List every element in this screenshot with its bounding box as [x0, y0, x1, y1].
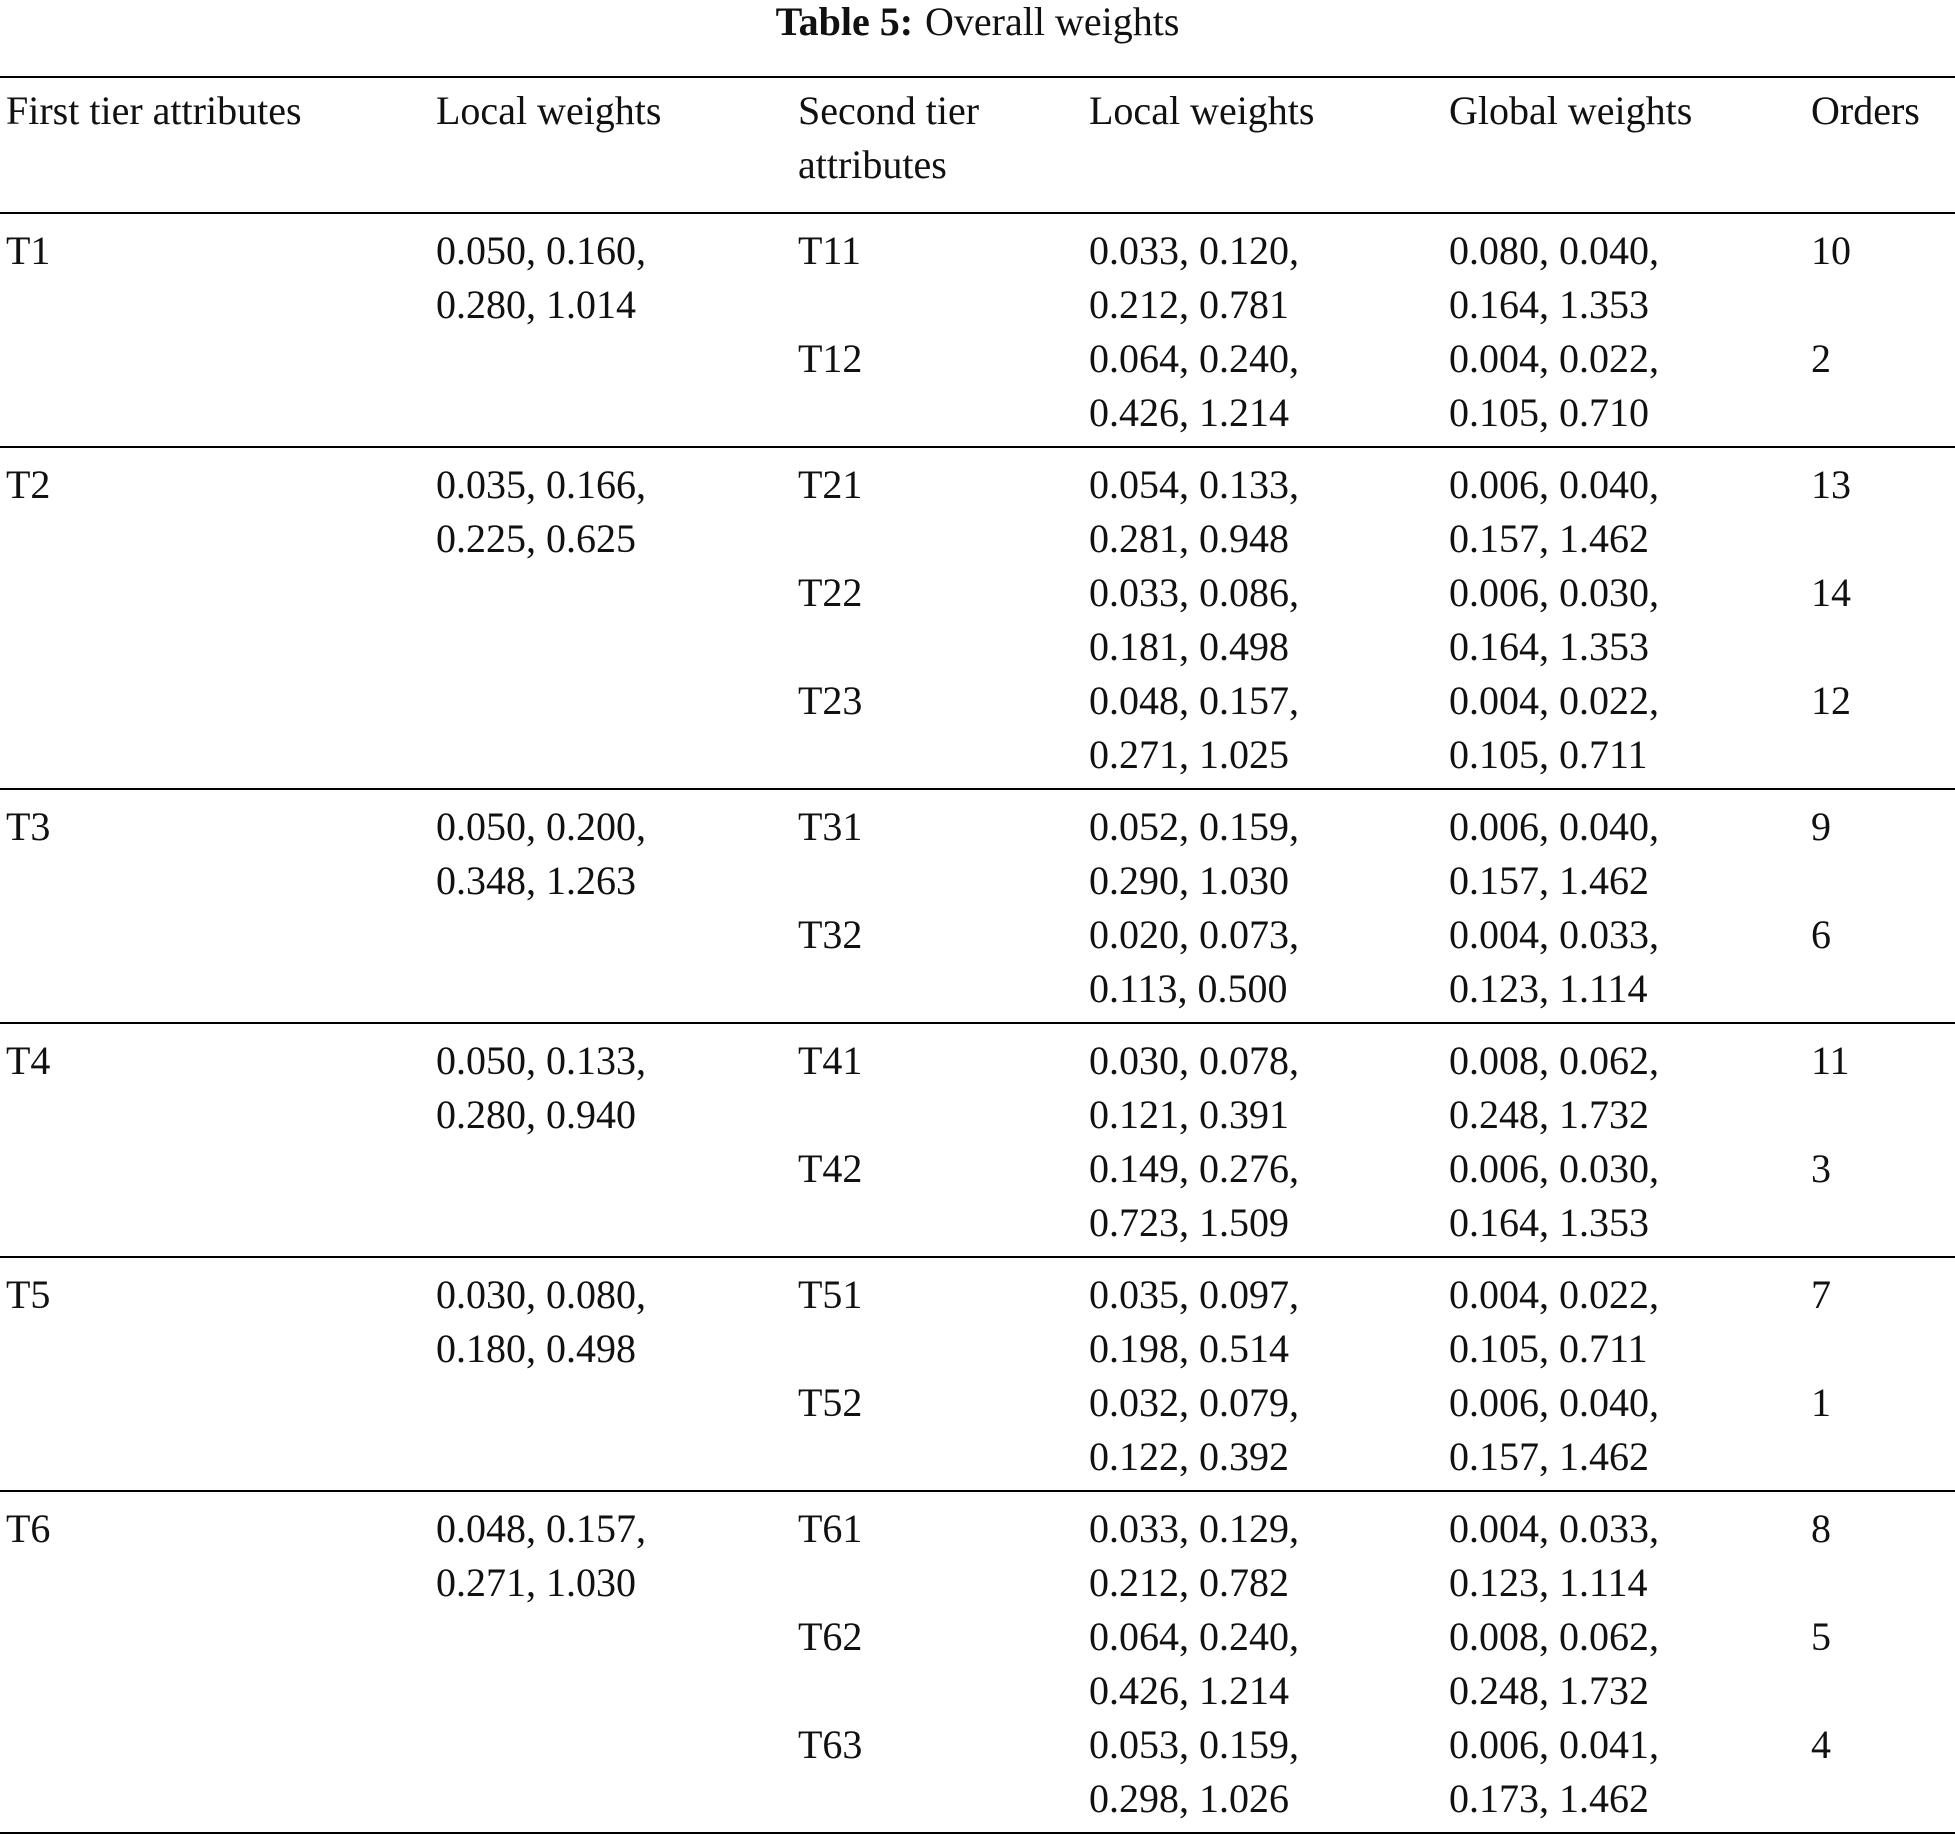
second-tier-cell: T63 — [798, 1722, 863, 1767]
table-row: T32 0.020, 0.073, 0.113, 0.500 0.004, 0.03… — [0, 908, 1955, 1023]
local-weight-cell: 0.054, 0.133, 0.281, 0.948 — [1083, 446, 1443, 566]
local-weight-cell: 0.032, 0.079, 0.122, 0.392 — [1089, 1380, 1299, 1479]
caption-label: Table 5: — [775, 0, 914, 44]
order-cell: 6 — [1811, 912, 1831, 957]
table-row: T52 0.032, 0.079, 0.122, 0.392 0.006, 0.04… — [0, 1376, 1955, 1491]
local-weight-cell: 0.030, 0.080, 0.180, 0.498 — [430, 1256, 792, 1491]
table-body: T1 0.050, 0.160, 0.280, 1.014 T11 0.033, 0.… — [0, 212, 1955, 1833]
global-weight-cell: 0.006, 0.041, 0.173, 1.462 — [1449, 1722, 1659, 1821]
local-weight-cell: 0.033, 0.120, 0.212, 0.781 — [1083, 212, 1443, 332]
second-tier-cell: T21 — [792, 446, 1083, 566]
column-header: Second tier attributes — [798, 88, 980, 187]
local-weight-cell: 0.050, 0.200, 0.348, 1.263 — [430, 788, 792, 1023]
global-weight-cell: 0.008, 0.062, 0.248, 1.732 — [1449, 1614, 1659, 1713]
local-weight-cell: 0.048, 0.157, 0.271, 1.025 — [1089, 678, 1299, 777]
second-tier-cell: T42 — [798, 1146, 863, 1191]
order-cell: 1 — [1811, 1380, 1831, 1425]
local-weight-cell: 0.050, 0.133, 0.280, 0.940 — [430, 1022, 792, 1257]
table-row: T22 0.033, 0.086, 0.181, 0.498 0.006, 0.03… — [0, 566, 1955, 674]
order-cell: 10 — [1805, 212, 1955, 332]
order-cell: 9 — [1805, 788, 1955, 908]
order-cell: 13 — [1805, 446, 1955, 566]
weights-table: First tier attributes Local weights Second… — [0, 76, 1955, 1834]
local-weight-cell: 0.035, 0.097, 0.198, 0.514 — [1083, 1256, 1443, 1376]
table-row: T3 0.050, 0.200, 0.348, 1.263 T31 0.052, 0.… — [0, 788, 1955, 1023]
order-cell: 3 — [1811, 1146, 1831, 1191]
global-weight-cell: 0.004, 0.022, 0.105, 0.710 — [1449, 336, 1659, 435]
column-header: Local weights — [436, 88, 662, 133]
second-tier-cell: T22 — [798, 570, 863, 615]
local-weight-cell: 0.064, 0.240, 0.426, 1.214 — [1089, 1614, 1299, 1713]
table-row: T42 0.149, 0.276, 0.723, 1.509 0.006, 0.03… — [0, 1142, 1955, 1257]
order-cell: 4 — [1811, 1722, 1831, 1767]
column-header: First tier attributes — [6, 88, 302, 133]
local-weight-cell: 0.050, 0.160, 0.280, 1.014 — [430, 212, 792, 447]
second-tier-cell: T23 — [798, 678, 863, 723]
order-cell: 12 — [1811, 678, 1851, 723]
first-tier-cell: T4 — [0, 1022, 430, 1257]
order-cell: 2 — [1811, 336, 1831, 381]
column-header: Local weights — [1089, 88, 1315, 133]
local-weight-cell: 0.149, 0.276, 0.723, 1.509 — [1089, 1146, 1299, 1245]
caption-title: Overall weights — [925, 0, 1180, 44]
second-tier-cell: T61 — [792, 1490, 1083, 1610]
local-weight-cell: 0.035, 0.166, 0.225, 0.625 — [430, 446, 792, 789]
local-weight-cell: 0.052, 0.159, 0.290, 1.030 — [1083, 788, 1443, 908]
table-row: T62 0.064, 0.240, 0.426, 1.214 0.008, 0.06… — [0, 1610, 1955, 1718]
order-cell: 5 — [1811, 1614, 1831, 1659]
order-cell: 14 — [1811, 570, 1851, 615]
local-weight-cell: 0.020, 0.073, 0.113, 0.500 — [1089, 912, 1299, 1011]
global-weight-cell: 0.004, 0.033, 0.123, 1.114 — [1449, 912, 1659, 1011]
second-tier-cell: T62 — [798, 1614, 863, 1659]
table-row: T4 0.050, 0.133, 0.280, 0.940 T41 0.030, 0.… — [0, 1022, 1955, 1257]
global-weight-cell: 0.006, 0.040, 0.157, 1.462 — [1449, 1380, 1659, 1479]
second-tier-cell: T41 — [792, 1022, 1083, 1142]
local-weight-cell: 0.033, 0.129, 0.212, 0.782 — [1083, 1490, 1443, 1610]
table-row: T12 0.064, 0.240, 0.426, 1.214 0.004, 0.02… — [0, 332, 1955, 447]
order-cell: 7 — [1805, 1256, 1955, 1376]
global-weight-cell: 0.004, 0.022, 0.105, 0.711 — [1449, 678, 1659, 777]
local-weight-cell: 0.048, 0.157, 0.271, 1.030 — [430, 1490, 792, 1833]
table-row: T6 0.048, 0.157, 0.271, 1.030 T61 0.033, 0.… — [0, 1490, 1955, 1833]
first-tier-cell: T6 — [0, 1490, 430, 1833]
local-weight-cell: 0.053, 0.159, 0.298, 1.026 — [1089, 1722, 1299, 1821]
global-weight-cell: 0.004, 0.022, 0.105, 0.711 — [1443, 1256, 1805, 1376]
table-row: T23 0.048, 0.157, 0.271, 1.025 0.004, 0.02… — [0, 674, 1955, 789]
header-row: First tier attributes Local weights Second… — [0, 77, 1955, 213]
column-header: Global weights — [1449, 88, 1693, 133]
global-weight-cell: 0.004, 0.033, 0.123, 1.114 — [1443, 1490, 1805, 1610]
global-weight-cell: 0.080, 0.040, 0.164, 1.353 — [1443, 212, 1805, 332]
second-tier-cell: T12 — [798, 336, 863, 381]
second-tier-cell: T31 — [792, 788, 1083, 908]
first-tier-cell: T3 — [0, 788, 430, 1023]
table-row: T5 0.030, 0.080, 0.180, 0.498 T51 0.035, 0.… — [0, 1256, 1955, 1491]
second-tier-cell: T11 — [792, 212, 1083, 332]
order-cell: 11 — [1805, 1022, 1955, 1142]
local-weight-cell: 0.033, 0.086, 0.181, 0.498 — [1089, 570, 1299, 669]
global-weight-cell: 0.008, 0.062, 0.248, 1.732 — [1443, 1022, 1805, 1142]
first-tier-cell: T2 — [0, 446, 430, 789]
global-weight-cell: 0.006, 0.040, 0.157, 1.462 — [1443, 788, 1805, 908]
table-row: T2 0.035, 0.166, 0.225, 0.625 T21 0.054, 0.… — [0, 446, 1955, 789]
local-weight-cell: 0.030, 0.078, 0.121, 0.391 — [1083, 1022, 1443, 1142]
global-weight-cell: 0.006, 0.030, 0.164, 1.353 — [1449, 1146, 1659, 1245]
second-tier-cell: T51 — [792, 1256, 1083, 1376]
global-weight-cell: 0.006, 0.030, 0.164, 1.353 — [1449, 570, 1659, 669]
table-row: T1 0.050, 0.160, 0.280, 1.014 T11 0.033, 0.… — [0, 212, 1955, 447]
column-header: Orders — [1811, 88, 1920, 133]
second-tier-cell: T52 — [798, 1380, 863, 1425]
local-weight-cell: 0.064, 0.240, 0.426, 1.214 — [1089, 336, 1299, 435]
first-tier-cell: T5 — [0, 1256, 430, 1491]
order-cell: 8 — [1805, 1490, 1955, 1610]
first-tier-cell: T1 — [0, 212, 430, 447]
table-caption: Table 5: Overall weights — [0, 0, 1955, 44]
global-weight-cell: 0.006, 0.040, 0.157, 1.462 — [1443, 446, 1805, 566]
second-tier-cell: T32 — [798, 912, 863, 957]
